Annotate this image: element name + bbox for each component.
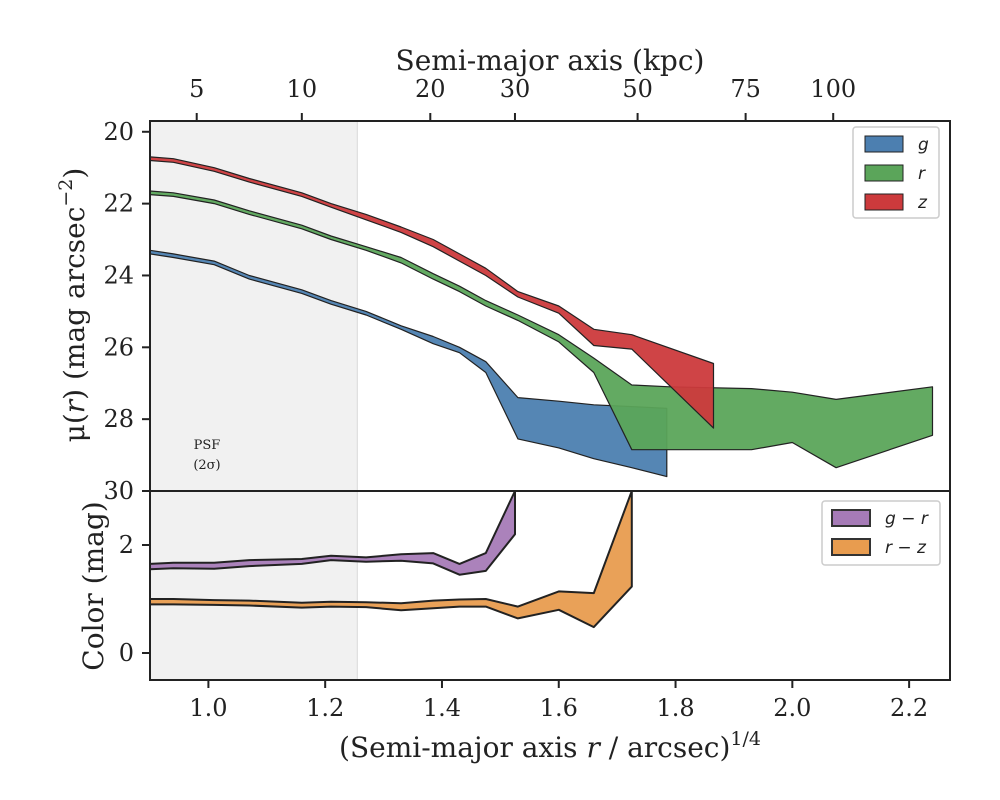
y-tick-label-top: 24 — [103, 261, 134, 289]
y-tick-label-bottom: 0 — [119, 639, 134, 667]
y-tick-label-top: 20 — [103, 118, 134, 146]
top-tick-label: 10 — [287, 75, 318, 103]
y-tick-label-top: 30 — [103, 477, 134, 505]
legend-gr-swatch — [831, 509, 871, 527]
legend-g-swatch — [864, 135, 904, 153]
top-tick-label: 75 — [730, 75, 761, 103]
legend-z-swatch — [864, 193, 904, 211]
legend-rz-label: r − z — [885, 538, 927, 558]
band-g — [149, 249, 668, 478]
x-axis-title-sup: 1/4 — [730, 728, 761, 750]
y-axis-title-top-sup: −2 — [55, 179, 77, 207]
top-tick-label: 30 — [500, 75, 531, 103]
y-axis-title-top: μ(r) (mag arcsec−2) — [55, 168, 91, 443]
color-bands — [149, 490, 633, 629]
legend-gr-label: g − r — [885, 509, 929, 529]
band-rz — [149, 490, 633, 629]
x-tick-label: 1.4 — [423, 694, 461, 722]
band-r — [149, 190, 934, 469]
y-axis-title-top-end: ) — [58, 168, 91, 179]
axis-ticks: 1.0 1.2 1.4 1.6 1.8 2.0 2.25 10 20 30 50 75 10020222… — [103, 75, 928, 722]
x-tick-label: 1.8 — [656, 694, 694, 722]
x-tick-label: 2.0 — [773, 694, 811, 722]
top-tick-label: 50 — [622, 75, 653, 103]
top-axis-title: Semi-major axis (kpc) — [396, 44, 705, 77]
x-tick-label: 1.6 — [540, 694, 578, 722]
x-axis-title-main: (Semi-major axis — [339, 731, 586, 764]
surface-brightness-bands — [149, 156, 934, 478]
y-axis-title-top-var: r — [58, 398, 91, 413]
top-tick-label: 20 — [415, 75, 446, 103]
y-tick-label-top: 26 — [103, 333, 134, 361]
legend-rz-swatch — [831, 538, 871, 556]
band-z — [149, 156, 715, 429]
x-axis-title-var: r — [586, 731, 601, 764]
legend-z-label: z — [917, 193, 928, 213]
psf-region-top — [150, 121, 358, 491]
y-axis-title-bottom: Color (mag) — [77, 501, 110, 670]
x-tick-label: 2.2 — [890, 694, 928, 722]
y-tick-label-top: 22 — [103, 190, 134, 218]
legend-bottom: g − r r − z — [821, 500, 941, 566]
y-axis-title-top-rest: ) (mag arcsec — [58, 207, 91, 400]
x-tick-label: 1.2 — [306, 694, 344, 722]
y-tick-label-bottom: 2 — [119, 531, 134, 559]
legend-top: g r z — [852, 126, 940, 219]
top-tick-label: 100 — [810, 75, 856, 103]
psf-region-bottom — [150, 491, 358, 680]
legend-r-swatch — [864, 164, 904, 182]
x-axis-title-rest: / arcsec) — [600, 731, 731, 764]
psf-sigma-label: (2σ) — [193, 458, 220, 473]
legend-g-label: g — [918, 135, 929, 155]
legend-r-label: r — [918, 164, 926, 184]
psf-label: PSF — [194, 438, 221, 453]
top-tick-label: 5 — [189, 75, 204, 103]
x-tick-label: 1.0 — [189, 694, 227, 722]
x-axis-title: (Semi-major axis r / arcsec)1/4 — [339, 728, 761, 764]
y-axis-title-top-main: μ( — [58, 413, 91, 442]
y-tick-label-top: 28 — [103, 405, 134, 433]
bottom-panel-frame — [149, 490, 951, 681]
band-gr — [149, 490, 516, 576]
